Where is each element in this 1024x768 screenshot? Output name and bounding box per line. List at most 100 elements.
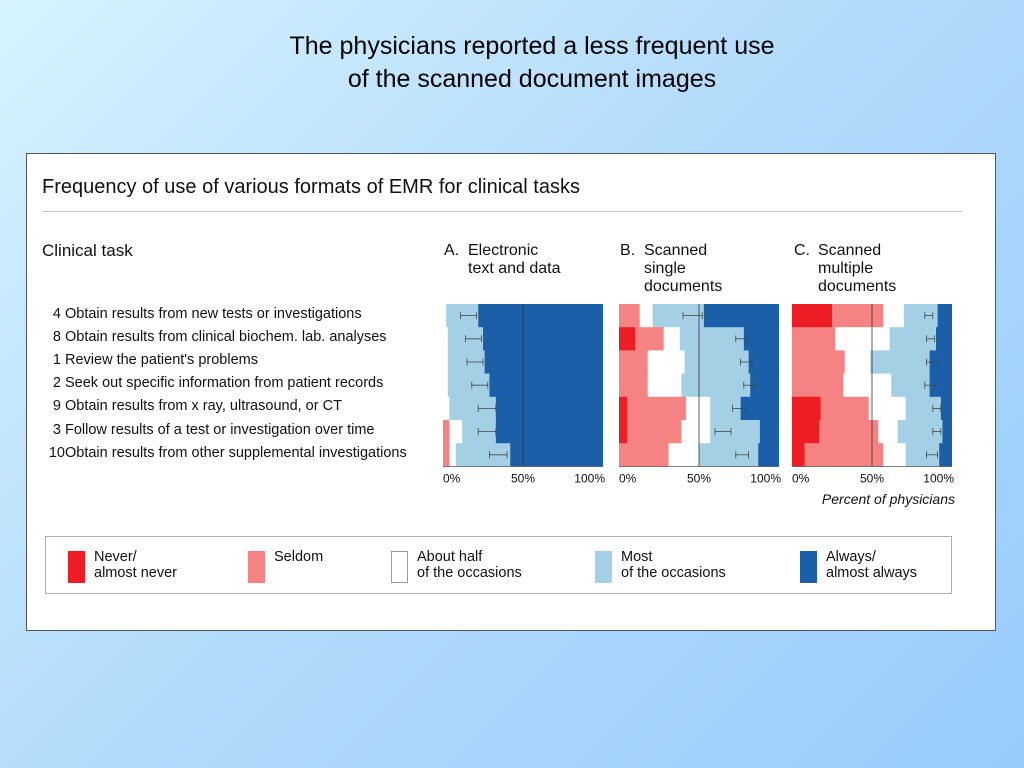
panel-b-title-line: Scanned bbox=[644, 242, 708, 259]
bar-segment-half bbox=[883, 304, 904, 328]
bar-segment-always bbox=[495, 420, 603, 444]
task-number: 4 bbox=[52, 306, 61, 322]
bar-segment-half bbox=[639, 304, 653, 328]
bar-segment-half bbox=[443, 304, 447, 328]
x-tick-label: 100% bbox=[750, 471, 781, 485]
task-number: 3 bbox=[52, 422, 61, 438]
figure-divider bbox=[42, 211, 962, 212]
bar-segment-most bbox=[710, 420, 760, 444]
task-number: 2 bbox=[52, 375, 61, 391]
task-label: Review the patient's problems bbox=[65, 352, 258, 368]
bar-segment-seldom bbox=[832, 304, 884, 328]
bar-segment-most bbox=[904, 304, 938, 328]
bar-segment-always bbox=[929, 373, 952, 398]
task-number: 9 bbox=[52, 398, 61, 414]
bar-segment-most bbox=[449, 396, 496, 421]
task-label: Obtain results from x ray, ultrasound, o… bbox=[65, 398, 342, 414]
x-tick-label: 0% bbox=[619, 471, 637, 485]
bar-segment-most bbox=[897, 420, 943, 444]
bar-segment-seldom bbox=[820, 396, 869, 421]
bar-segment-always bbox=[936, 327, 952, 351]
legend-label: About half of the occasions bbox=[417, 549, 522, 581]
bar-segment-always bbox=[495, 396, 603, 421]
task-label: Obtain results from other supplemental i… bbox=[65, 445, 407, 461]
bar-segment-seldom bbox=[792, 350, 845, 374]
bar-segment-never bbox=[792, 420, 820, 444]
bar-segment-seldom bbox=[804, 443, 884, 467]
task-number: 10 bbox=[48, 445, 65, 461]
panel-c-title-line: documents bbox=[818, 278, 897, 295]
bar-segment-half bbox=[443, 373, 448, 398]
bar-segment-seldom bbox=[635, 327, 664, 351]
bar-segment-most bbox=[889, 327, 936, 351]
bar-segment-half bbox=[681, 420, 711, 444]
bar-segment-always bbox=[489, 373, 603, 398]
bar-segment-most bbox=[447, 373, 490, 398]
task-number: 8 bbox=[52, 329, 61, 345]
task-number: 1 bbox=[52, 352, 61, 368]
bar-segment-most bbox=[905, 443, 940, 467]
bar-segment-never bbox=[619, 420, 627, 444]
task-label: Follow results of a test or investigatio… bbox=[65, 422, 375, 438]
bar-segment-most bbox=[455, 443, 511, 467]
bar-segment-half bbox=[878, 420, 898, 444]
stacked-bar-chart: 0% 50% 100% 0% 50% 100% 0% 50% 100% bbox=[443, 304, 954, 485]
bar-segment-always bbox=[937, 304, 952, 328]
x-tick-label: 0% bbox=[792, 471, 810, 485]
bar-segment-half bbox=[443, 350, 448, 374]
slide-title-line2: of the scanned document images bbox=[347, 65, 717, 93]
slide-title: The physicians reported a less frequent … bbox=[0, 30, 1024, 96]
bar-segment-always bbox=[740, 396, 779, 421]
task-column-heading: Clinical task bbox=[42, 241, 133, 260]
bar-segment-half bbox=[668, 443, 699, 467]
bar-segment-seldom bbox=[619, 373, 648, 398]
slide-title-line1: The physicians reported a less frequent … bbox=[289, 32, 775, 60]
bar-segment-most bbox=[905, 396, 941, 421]
figure-title: Frequency of use of various formats of E… bbox=[42, 176, 580, 198]
figure-panel: Frequency of use of various formats of E… bbox=[26, 153, 996, 631]
panel-b-title-line: single bbox=[644, 260, 686, 277]
bar-segment-seldom bbox=[619, 304, 640, 328]
legend-swatch-half bbox=[391, 551, 408, 583]
bar-segment-seldom bbox=[627, 396, 687, 421]
bar-segment-seldom bbox=[443, 443, 450, 467]
bar-segment-half bbox=[868, 396, 906, 421]
bar-segment-always bbox=[750, 373, 779, 398]
bar-segment-never bbox=[792, 396, 821, 421]
bar-segment-most bbox=[710, 396, 741, 421]
task-label: Obtain results from clinical biochem. la… bbox=[65, 329, 387, 345]
x-tick-label: 50% bbox=[687, 471, 711, 485]
task-label: Obtain results from new tests or investi… bbox=[65, 306, 362, 322]
legend: Never/almost never Seldom About half of t… bbox=[45, 536, 952, 594]
bar-segment-half bbox=[449, 443, 456, 467]
bar-segment-never bbox=[792, 443, 805, 467]
x-tick-label: 100% bbox=[923, 471, 954, 485]
bar-segment-half bbox=[843, 373, 892, 398]
panel-a-title-line: text and data bbox=[468, 260, 561, 277]
bar-segment-never bbox=[792, 304, 832, 328]
bar-segment-seldom bbox=[819, 420, 879, 444]
bar-segment-half bbox=[883, 443, 906, 467]
bar-segment-half bbox=[449, 420, 463, 444]
bar-segment-most bbox=[447, 350, 485, 374]
bar-segment-seldom bbox=[619, 350, 648, 374]
bar-segment-most bbox=[652, 304, 704, 328]
legend-swatch-never bbox=[68, 551, 85, 583]
bar-segment-half bbox=[443, 327, 448, 351]
panel-a-title-line: Electronic bbox=[468, 242, 539, 259]
panel-c-title-line: Scanned bbox=[818, 242, 882, 259]
bar-segment-seldom bbox=[627, 420, 682, 444]
bar-segment-most bbox=[699, 443, 759, 467]
panel-b-letter: B. bbox=[620, 242, 636, 259]
bar-segment-never bbox=[619, 396, 627, 421]
bar-segment-always bbox=[510, 443, 603, 467]
bar-segment-never bbox=[619, 327, 635, 351]
bar-segment-half bbox=[835, 327, 890, 351]
panel-c-letter: C. bbox=[794, 242, 810, 259]
bar-segment-half bbox=[686, 396, 711, 421]
x-tick-label: 50% bbox=[860, 471, 884, 485]
bar-segment-half bbox=[663, 327, 680, 351]
bar-segment-always bbox=[483, 327, 603, 351]
bar-segment-seldom bbox=[792, 373, 844, 398]
bar-segment-most bbox=[891, 373, 930, 398]
